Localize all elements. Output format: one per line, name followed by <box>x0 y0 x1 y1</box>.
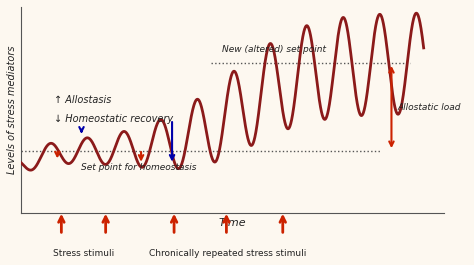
Text: Stress stimuli: Stress stimuli <box>53 249 114 258</box>
Text: ↑ Allostasis: ↑ Allostasis <box>54 95 111 105</box>
Text: Allostatic load: Allostatic load <box>398 103 461 112</box>
Y-axis label: Levels of stress mediators: Levels of stress mediators <box>7 46 17 174</box>
Text: New (altered) set point: New (altered) set point <box>222 46 327 55</box>
Text: ↓ Homeostatic recovery: ↓ Homeostatic recovery <box>54 114 173 124</box>
X-axis label: Time: Time <box>219 218 246 228</box>
Text: Chronically repeated stress stimuli: Chronically repeated stress stimuli <box>149 249 307 258</box>
Text: Set point for homeostasis: Set point for homeostasis <box>82 163 197 172</box>
